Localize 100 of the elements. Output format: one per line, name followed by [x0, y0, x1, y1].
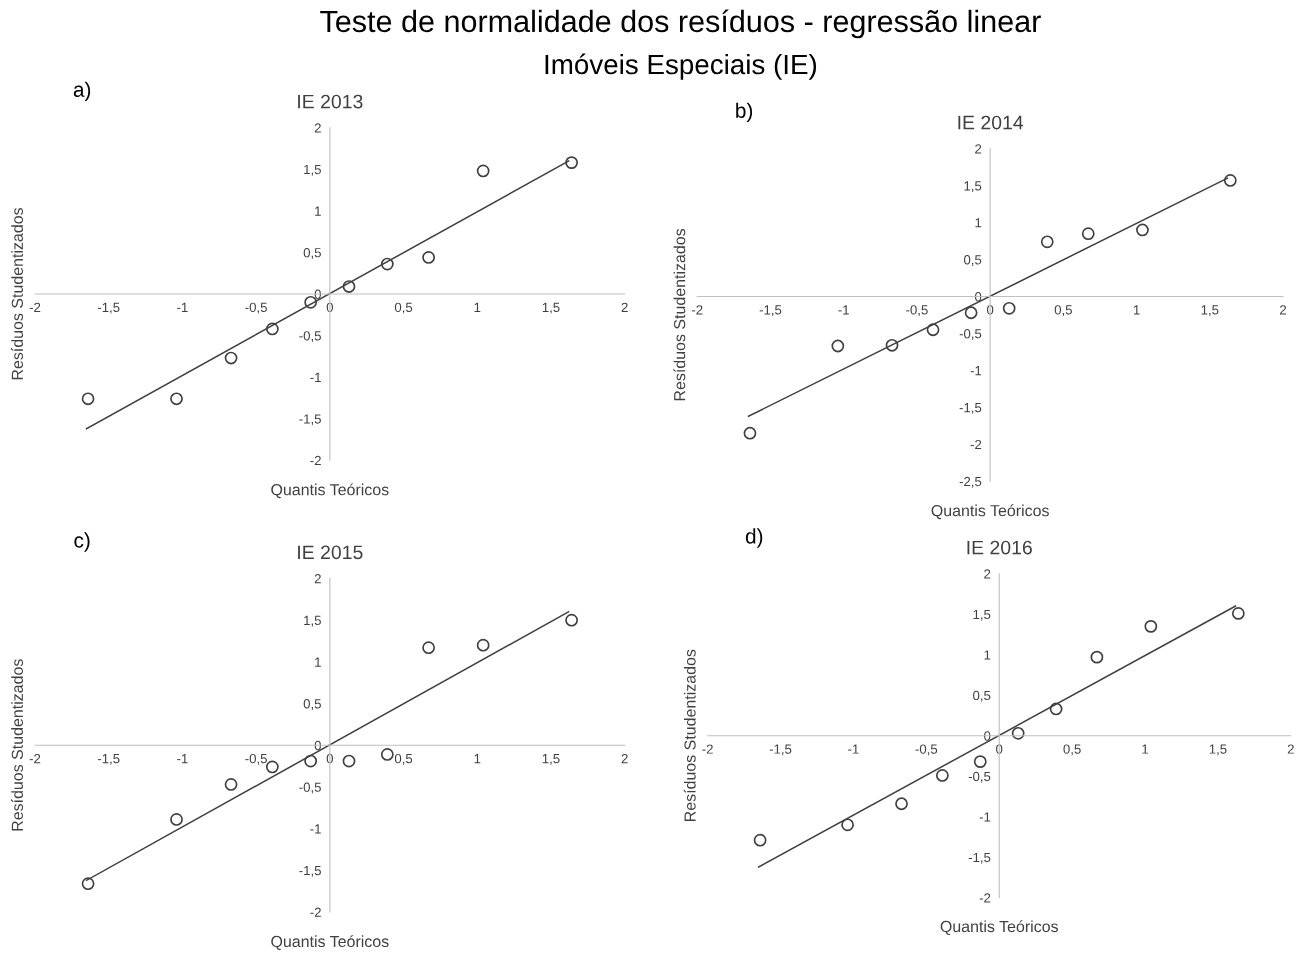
point	[265, 760, 279, 774]
y-tick-label: 1,5	[964, 181, 982, 193]
point	[1002, 301, 1016, 315]
y-tick-label: 1	[975, 218, 982, 228]
point	[1090, 650, 1104, 664]
point	[81, 392, 95, 406]
x-tick-label: 2	[621, 753, 628, 764]
y-tick-label: 0	[984, 731, 991, 741]
x-axis-title: Quantis Teóricos	[271, 935, 389, 950]
y-axis-title: Resíduos Studentizados	[673, 228, 686, 401]
x-axis-title: Quantis Teóricos	[271, 483, 389, 499]
x-tick-label: 2	[621, 302, 628, 312]
y-tick-label: -2	[310, 907, 321, 917]
chart-title: IE 2013	[298, 94, 363, 109]
point	[1081, 227, 1095, 241]
point	[170, 392, 183, 406]
point	[964, 306, 978, 320]
x-tick-label: -1,5	[759, 305, 782, 317]
point	[224, 778, 238, 791]
y-tick-label: -1	[979, 812, 991, 822]
x-tick-label: -2	[29, 753, 41, 764]
point	[1231, 607, 1245, 620]
point	[973, 755, 987, 769]
x-tick-label: -1,5	[97, 754, 120, 765]
y-tick-label: 2	[314, 123, 321, 133]
x-tick-label: 1,5	[542, 302, 560, 314]
y-tick-label: -1,5	[299, 414, 321, 426]
point	[831, 339, 845, 353]
point	[1011, 726, 1025, 740]
y-tick-label: -2	[979, 893, 991, 903]
y-tick-label: -2	[970, 439, 982, 450]
point	[885, 338, 899, 352]
point	[841, 818, 854, 832]
point	[422, 641, 435, 655]
x-tick-label: 1	[474, 754, 481, 764]
point	[422, 251, 435, 264]
text: d)	[745, 528, 763, 548]
point	[265, 322, 279, 336]
y-tick-label: -1,5	[959, 403, 982, 414]
y-tick-label: -2,5	[959, 476, 982, 488]
y-tick-label: -1,5	[299, 866, 321, 877]
chart-title: IE 2015	[298, 545, 363, 560]
point	[1136, 223, 1149, 237]
point	[753, 833, 767, 847]
point	[304, 754, 318, 768]
x-axis-title: Quantis Teóricos	[940, 920, 1058, 935]
x-tick-label: 0,5	[1054, 305, 1072, 317]
y-axis-title: Resíduos Studentizados	[11, 208, 23, 380]
x-tick-label: -2	[702, 744, 713, 754]
y-tick-label: 1	[315, 657, 321, 667]
y-tick-label: -1	[310, 824, 321, 834]
point	[380, 748, 394, 761]
x-tick-label: -0,5	[245, 302, 267, 314]
point	[926, 323, 940, 337]
x-tick-label: 2	[1287, 744, 1294, 754]
point	[224, 351, 238, 365]
x-tick-label: -1	[848, 744, 859, 754]
point	[170, 813, 183, 826]
point	[342, 280, 356, 293]
y-tick-label: 1	[984, 650, 991, 660]
text: Teste de normalidade dos resíduos - regressão linear	[320, 9, 1041, 39]
y-tick-label: 0,5	[303, 699, 321, 711]
point	[342, 754, 356, 768]
point	[476, 164, 490, 178]
y-tick-label: 2	[984, 569, 991, 579]
x-tick-label: 0	[326, 753, 333, 764]
y-tick-label: 1,5	[304, 615, 321, 627]
x-tick-label: -2	[691, 305, 703, 315]
x-tick-label: -0,5	[245, 753, 267, 765]
point	[565, 613, 578, 627]
point	[1040, 235, 1054, 249]
y-tick-label: -1	[970, 366, 982, 376]
x-tick-label: 0	[996, 744, 1003, 754]
y-tick-label: 2	[314, 574, 321, 584]
y-tick-label: 1,5	[973, 609, 991, 621]
y-tick-label: 1,5	[304, 164, 321, 176]
y-axis-title: Resíduos Studentizados	[683, 649, 696, 821]
x-tick-label: -1	[177, 754, 188, 764]
point	[1144, 619, 1158, 633]
text: c)	[74, 532, 90, 552]
x-tick-label: 1,5	[1201, 305, 1219, 317]
y-tick-label: -0,5	[299, 331, 321, 343]
text: Imóveis Especiais (IE)	[545, 53, 817, 80]
x-tick-label: -1,5	[97, 302, 120, 314]
point	[895, 797, 908, 811]
point	[1223, 174, 1237, 187]
y-tick-label: -2	[310, 455, 321, 466]
text: a)	[73, 81, 91, 102]
text: b)	[736, 102, 753, 123]
y-tick-label: -0,5	[968, 771, 991, 783]
y-axis-title: Resíduos Studentizados	[11, 659, 23, 831]
x-tick-label: -0,5	[915, 744, 938, 756]
x-axis-title: Quantis Teóricos	[931, 504, 1049, 520]
chart-title: IE 2014	[958, 115, 1024, 130]
x-tick-label: 2	[1280, 305, 1287, 315]
y-tick-label: 1	[315, 206, 321, 216]
x-tick-label: -1,5	[769, 744, 792, 756]
x-tick-label: 1	[1142, 744, 1149, 754]
x-tick-label: 0,5	[394, 302, 413, 314]
point	[476, 638, 490, 652]
